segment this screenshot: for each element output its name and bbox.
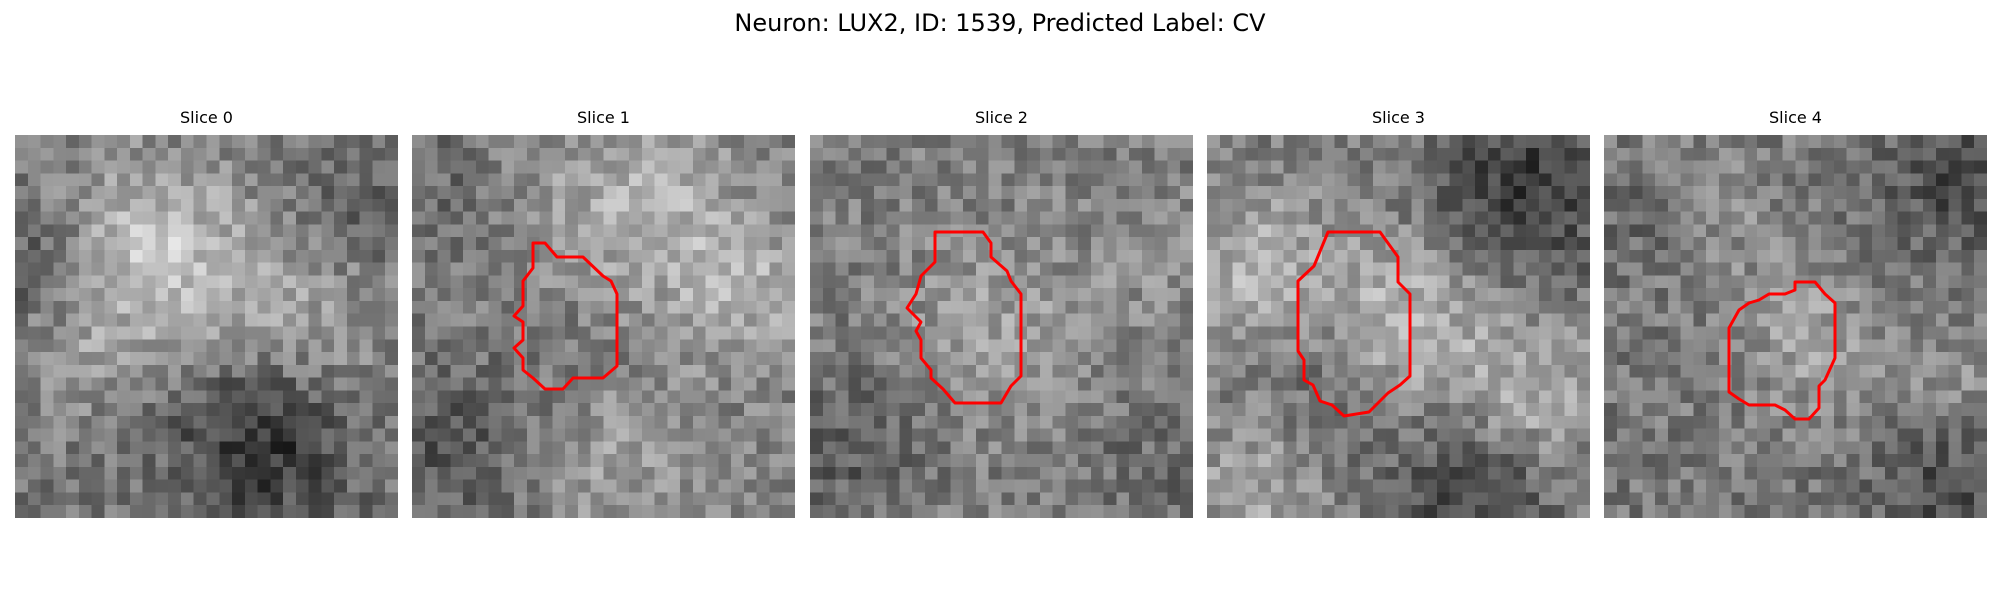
roi-contour-layer [1296, 230, 1412, 418]
roi-contour [1296, 230, 1412, 418]
slice-image [1604, 135, 1987, 518]
slice-title: Slice 0 [180, 108, 233, 127]
slice-image [412, 135, 795, 518]
slice-title: Slice 3 [1372, 108, 1425, 127]
roi-contour-layer [512, 241, 619, 391]
slice-image [1207, 135, 1590, 518]
roi-contour [905, 230, 1023, 405]
roi-contour-layer [15, 135, 398, 518]
slice-image [810, 135, 1193, 518]
roi-contour-layer [1727, 280, 1837, 421]
roi-contour [1727, 280, 1837, 421]
roi-contour [512, 241, 619, 391]
slice-title: Slice 4 [1769, 108, 1822, 127]
roi-contour-layer [905, 230, 1023, 405]
slice-title: Slice 2 [975, 108, 1028, 127]
slice-image [15, 135, 398, 518]
slice-title: Slice 1 [577, 108, 630, 127]
figure-title: Neuron: LUX2, ID: 1539, Predicted Label:… [734, 9, 1266, 37]
